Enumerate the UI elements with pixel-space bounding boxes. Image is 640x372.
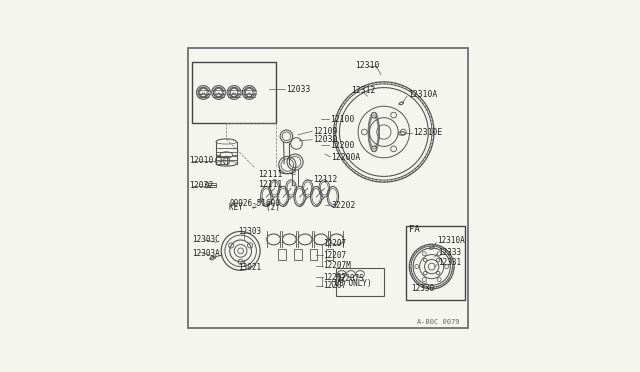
- Text: 12112: 12112: [313, 175, 337, 185]
- Text: 12312: 12312: [351, 86, 375, 95]
- Text: FA: FA: [409, 225, 420, 234]
- Text: 12310A: 12310A: [437, 236, 465, 246]
- Text: 32202: 32202: [332, 201, 356, 209]
- Text: 12310A: 12310A: [408, 90, 437, 99]
- Text: 12030: 12030: [313, 135, 337, 144]
- Text: 12207: 12207: [323, 281, 346, 290]
- Text: 12207M: 12207M: [323, 261, 351, 270]
- Bar: [310, 248, 317, 260]
- Text: 12207: 12207: [323, 273, 346, 282]
- Text: 12330: 12330: [411, 284, 434, 293]
- Text: 12100: 12100: [330, 115, 355, 124]
- Text: 12303A: 12303A: [192, 248, 220, 258]
- Text: KEY  ←  (2): KEY ← (2): [229, 203, 280, 212]
- Text: 12333: 12333: [438, 247, 461, 257]
- Text: A-B0C 0079: A-B0C 0079: [417, 319, 460, 325]
- Bar: [192, 62, 276, 124]
- Bar: [216, 157, 227, 164]
- Bar: [406, 226, 465, 300]
- Text: 12109: 12109: [313, 126, 337, 136]
- Bar: [294, 248, 301, 260]
- Text: 12310E: 12310E: [413, 128, 442, 137]
- Text: 12111: 12111: [258, 170, 282, 179]
- Bar: [326, 248, 333, 260]
- Text: 12200: 12200: [330, 141, 355, 150]
- Text: 12200A: 12200A: [331, 153, 360, 162]
- Text: 12207S: 12207S: [337, 275, 364, 283]
- Text: 12207: 12207: [323, 251, 346, 260]
- Text: 13021: 13021: [238, 263, 261, 272]
- Text: 12033: 12033: [285, 84, 310, 93]
- Text: 12303: 12303: [238, 227, 262, 236]
- Bar: [208, 183, 216, 187]
- Text: 12207: 12207: [323, 239, 346, 248]
- Text: (US ONLY): (US ONLY): [330, 279, 371, 288]
- Text: 00926-51600: 00926-51600: [229, 199, 280, 208]
- Text: 12010: 12010: [189, 156, 214, 165]
- Text: 12331: 12331: [438, 259, 461, 267]
- Text: 12032: 12032: [189, 181, 214, 190]
- Text: 12303C: 12303C: [192, 235, 220, 244]
- Text: 12111: 12111: [258, 180, 282, 189]
- Text: 12310: 12310: [355, 61, 380, 70]
- Bar: [278, 248, 286, 260]
- Bar: [336, 268, 384, 296]
